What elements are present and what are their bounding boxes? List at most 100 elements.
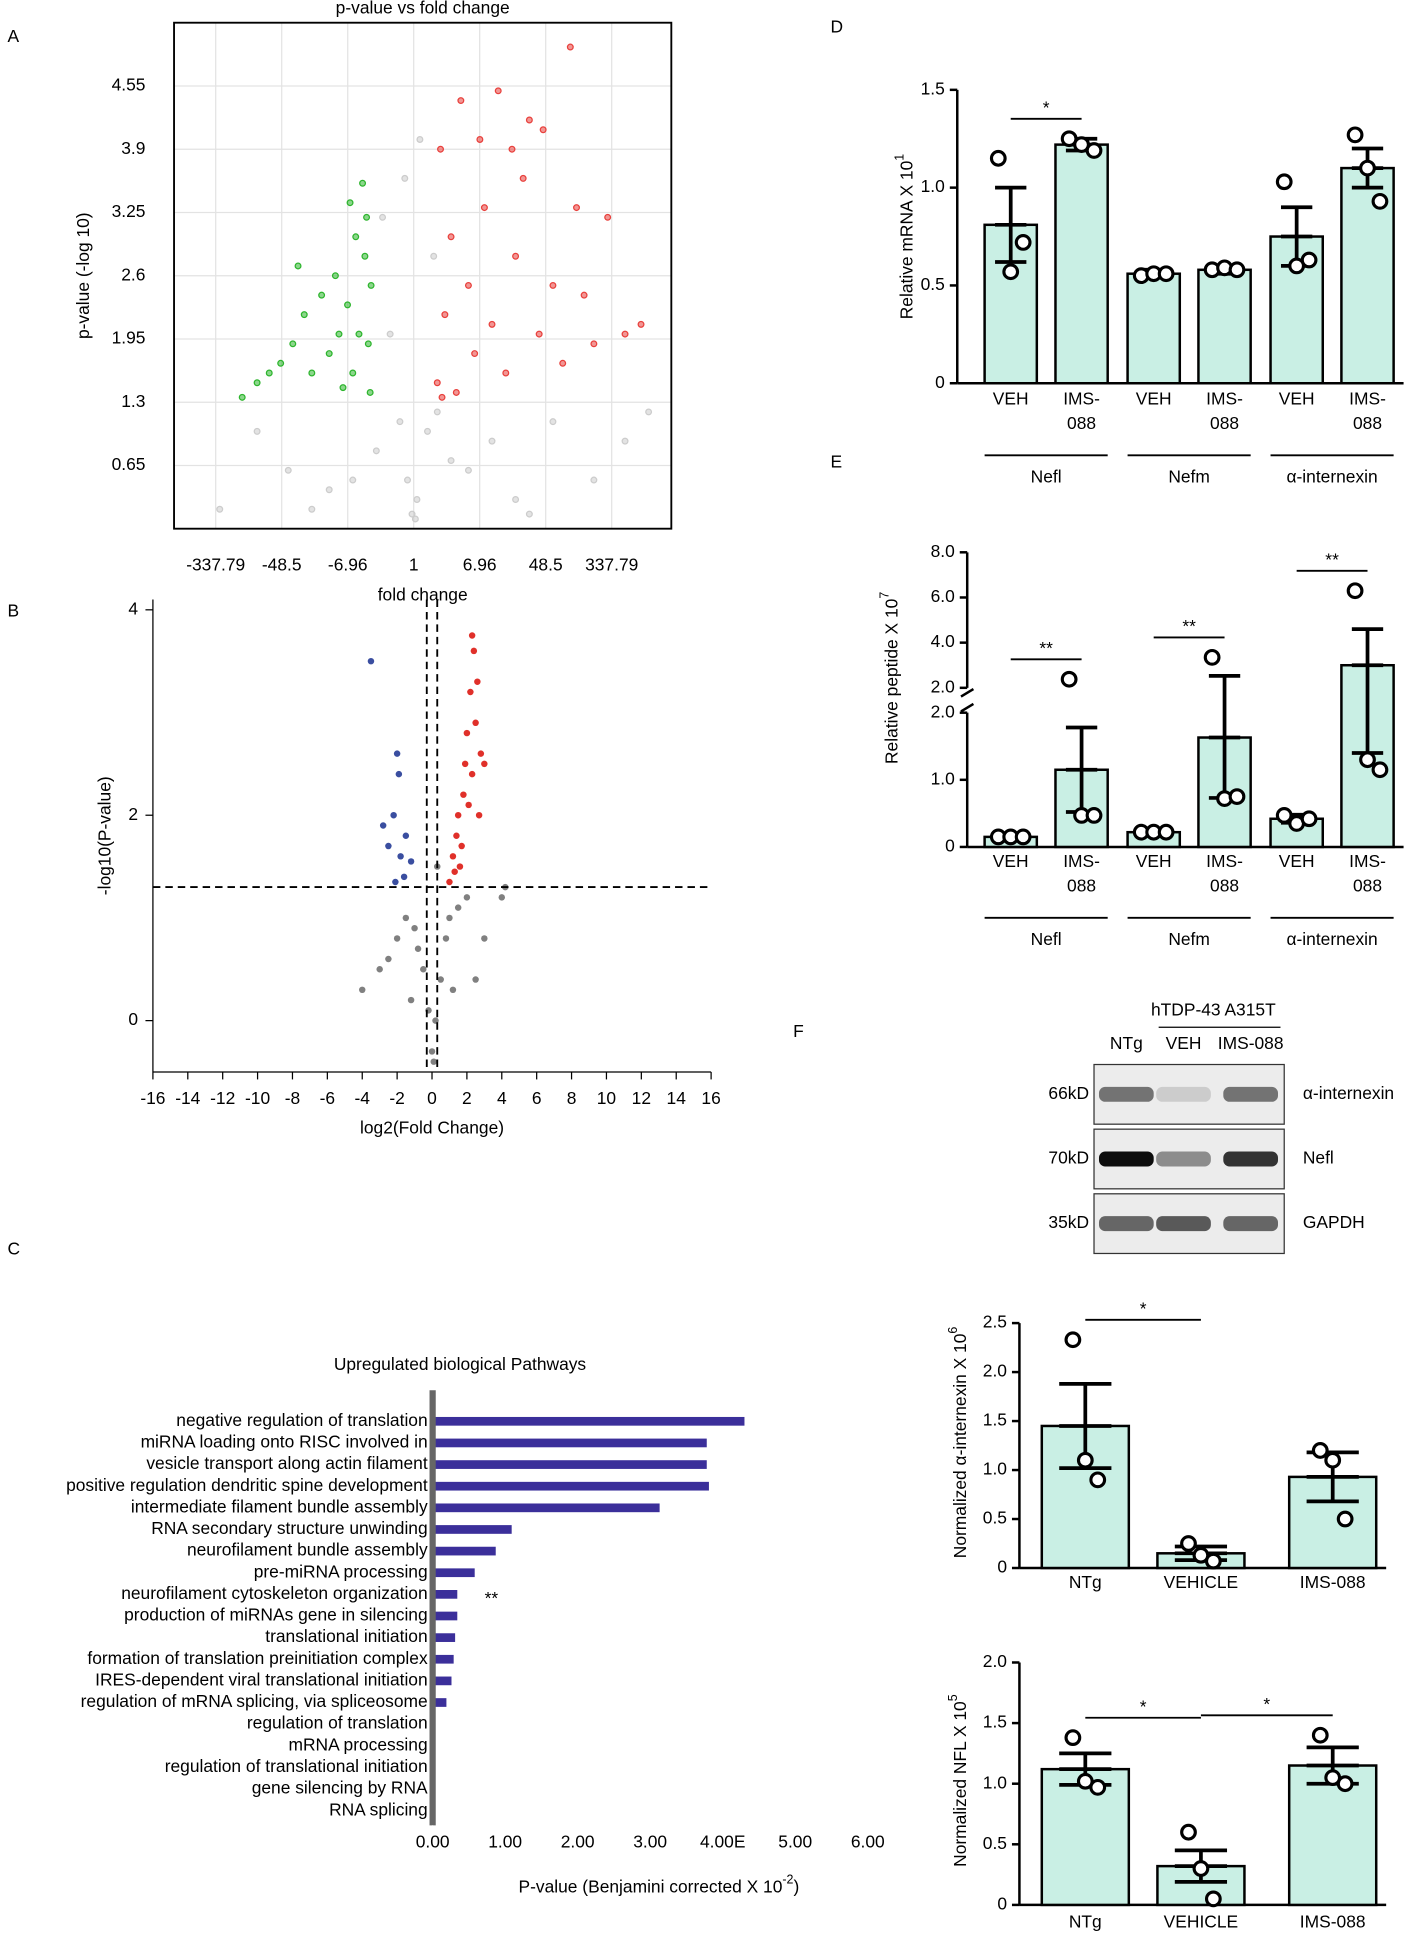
data-point	[1300, 251, 1318, 269]
x-tick-label: 4.00E	[700, 1831, 745, 1851]
point	[590, 476, 598, 484]
point	[441, 311, 449, 319]
axis-break	[960, 702, 975, 713]
data-point	[1324, 1451, 1342, 1469]
category-label-box: VEH	[1279, 851, 1315, 871]
point	[216, 505, 224, 513]
category-label-box: IMS-088	[1063, 851, 1100, 896]
point	[393, 935, 401, 942]
y-axis-label-main: Relative peptide X 10	[881, 599, 901, 764]
point	[367, 281, 375, 289]
x-tick-label: IMS-088	[1299, 1911, 1366, 1932]
point	[428, 1048, 436, 1055]
point	[573, 204, 580, 212]
bar	[432, 1503, 660, 1513]
point	[376, 966, 383, 973]
point	[559, 359, 567, 367]
protein-label: α-internexin	[1303, 1083, 1394, 1103]
point	[481, 760, 488, 768]
y-axis-label-main: Normalized NFL X 10	[950, 1701, 970, 1867]
category-label: neurofilament cytoskeleton organization	[121, 1583, 427, 1603]
point	[463, 729, 471, 737]
data-point	[1180, 1535, 1197, 1552]
y-tick-label: 2.0	[931, 676, 955, 696]
data-point	[1275, 807, 1293, 824]
point	[433, 408, 441, 416]
point	[446, 878, 453, 886]
plot-frame	[173, 21, 673, 530]
point	[498, 894, 506, 901]
x-tick-label: VEHICLE	[1163, 1911, 1239, 1932]
point	[346, 199, 354, 207]
bar	[432, 1460, 707, 1469]
point	[621, 437, 629, 445]
data-point	[1064, 1331, 1082, 1349]
point	[471, 350, 479, 358]
category-label-box: IMS-088	[1063, 388, 1100, 433]
category-label-box: IMS-088	[1300, 1572, 1366, 1592]
panel-label: E	[830, 451, 842, 471]
category-label: production of miRNAs gene in silencing	[124, 1605, 428, 1625]
x-tick-label: 337.79	[585, 555, 638, 575]
point	[460, 791, 467, 798]
y-tick-label: 3.9	[121, 138, 145, 158]
x-tick-label: 2	[462, 1088, 472, 1108]
x-tick-label: -2	[389, 1088, 404, 1108]
x-tick-label: VEHICLE	[1163, 1571, 1239, 1592]
point	[512, 252, 520, 260]
x-tick-label: 1.00	[488, 1831, 522, 1851]
y-tick-label: 1.0	[931, 768, 955, 788]
y-tick-label: 0	[997, 1894, 1007, 1914]
significance-label: **	[1182, 616, 1196, 636]
point	[637, 320, 645, 328]
x-tick-label: -6.96	[328, 555, 368, 575]
y-axis-label-exponent: 1	[893, 154, 907, 161]
lane-label: VEH	[1166, 1033, 1202, 1053]
point	[512, 496, 520, 503]
data-point	[1228, 261, 1246, 279]
point	[433, 379, 441, 387]
category-label: RNA splicing	[329, 1799, 428, 1819]
category-label-box: VEH	[1136, 851, 1172, 871]
y-axis-label: Relative peptide X 107	[878, 592, 901, 764]
x-tick-label: NTg	[1068, 1571, 1102, 1592]
data-point	[1346, 126, 1364, 144]
point	[284, 466, 292, 474]
significance-label: **	[1325, 549, 1339, 569]
x-tick-label: NTg	[1068, 1911, 1102, 1932]
x-tick-label: -10	[245, 1088, 270, 1108]
point	[438, 393, 446, 401]
point	[277, 359, 285, 367]
blot-band	[1156, 1086, 1211, 1102]
blot-band	[1156, 1151, 1211, 1167]
point	[488, 320, 496, 328]
data-point	[1300, 810, 1318, 828]
point	[390, 811, 397, 819]
axis-break	[960, 687, 975, 698]
point	[457, 97, 465, 105]
point	[508, 145, 516, 153]
point	[344, 301, 352, 309]
data-point	[1085, 142, 1103, 159]
point	[349, 369, 357, 377]
point	[604, 213, 612, 221]
x-axis-label: P-value (Benjamini corrected X 10-2)	[519, 1873, 800, 1896]
point	[454, 811, 462, 819]
point	[335, 330, 343, 338]
point	[580, 291, 588, 299]
x-tick-label: -8	[285, 1088, 300, 1108]
y-tick-label: 0	[935, 372, 945, 392]
point	[359, 986, 366, 994]
y-tick-label: 1.0	[983, 1772, 1007, 1792]
point	[361, 252, 369, 260]
point	[461, 760, 469, 768]
point	[253, 427, 261, 435]
point	[400, 873, 408, 881]
category-label: regulation of translation	[247, 1713, 428, 1733]
point	[590, 340, 598, 348]
panel-label: C	[7, 1238, 20, 1258]
point	[430, 1058, 437, 1065]
protein-label: Nefl	[1303, 1148, 1334, 1168]
point	[465, 801, 472, 809]
y-tick-label: 1.5	[983, 1410, 1007, 1430]
